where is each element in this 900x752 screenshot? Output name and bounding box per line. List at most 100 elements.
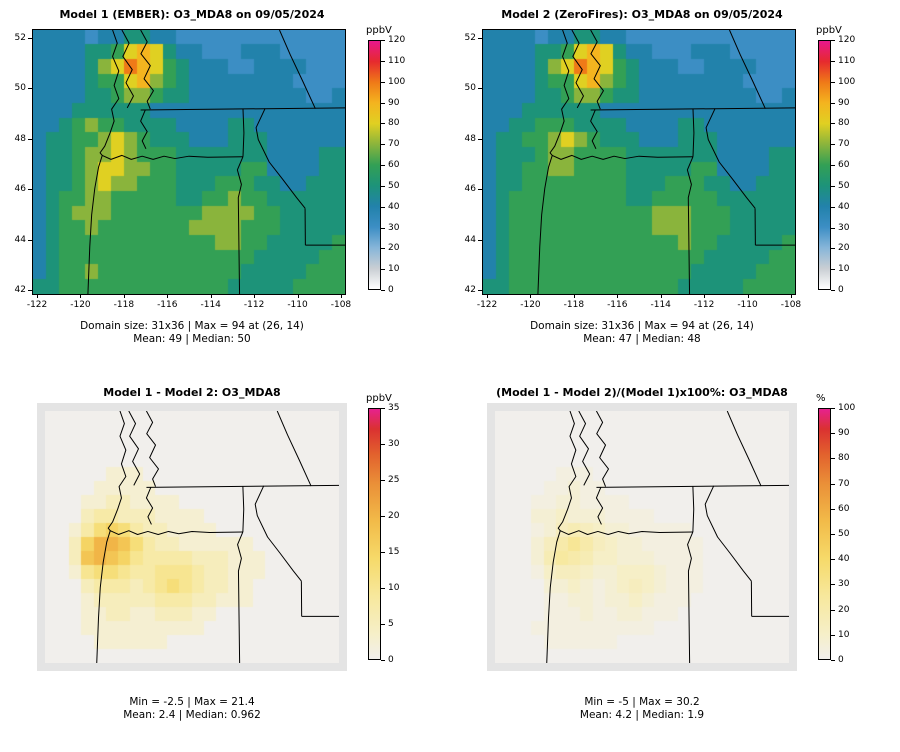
colorbar-tick-label: 50 (838, 529, 850, 539)
colorbar-tick-mark (381, 660, 385, 661)
panel-title: Model 1 (EMBER): O3_MDA8 on 09/05/2024 (59, 8, 325, 21)
colorbar-tick-label: 90 (838, 97, 850, 108)
y-tick-mark (28, 138, 32, 140)
panel-title: Model 1 - Model 2: O3_MDA8 (103, 386, 281, 399)
panel-percent-difference: (Model 1 - Model 2)/(Model 1)x100%: O3_M… (450, 376, 900, 752)
colorbar-tick-mark (831, 609, 835, 611)
colorbar-tick-mark (831, 60, 835, 62)
border-outline (255, 486, 301, 581)
colorbar-tick-mark (381, 290, 385, 291)
colorbar-tick-mark (381, 81, 385, 83)
border-outline (141, 30, 154, 109)
colorbar-tick-label: 0 (838, 655, 844, 665)
x-tick-mark (167, 294, 169, 298)
colorbar-tick-mark (831, 144, 835, 146)
colorbar-tick-mark (381, 588, 385, 589)
colorbar-tick-mark (831, 185, 835, 187)
x-tick-mark (530, 294, 532, 298)
y-tick-label: 46 (464, 184, 476, 195)
colorbar-unit-label: ppbV (816, 25, 842, 36)
x-tick-label: -120 (70, 300, 91, 310)
panel-caption: Min = -2.5 | Max = 21.4 Mean: 2.4 | Medi… (4, 696, 380, 722)
border-outline (146, 487, 152, 524)
y-tick-label: 44 (464, 234, 476, 245)
x-tick-label: -122 (26, 300, 48, 310)
panel-model1: Model 1 (EMBER): O3_MDA8 on 09/05/2024 -… (0, 0, 450, 376)
colorbar-tick-label: 70 (388, 139, 400, 150)
map-plot (32, 29, 346, 295)
colorbar-tick-mark (831, 534, 835, 535)
border-outline (591, 110, 598, 149)
colorbar-tick-mark (381, 102, 385, 104)
x-tick-mark (747, 294, 749, 298)
colorbar-tick-label: 60 (388, 160, 400, 170)
colorbar-tick-label: 20 (838, 604, 850, 615)
colorbar-gradient (818, 408, 831, 660)
colorbar-tick-label: 30 (388, 439, 400, 449)
colorbar-tick-label: 120 (838, 35, 856, 45)
colorbar-tick-mark (831, 408, 835, 409)
y-tick-label: 48 (14, 133, 26, 144)
colorbar-gradient (368, 408, 381, 660)
colorbar-tick-mark (831, 81, 835, 83)
x-tick-mark (340, 294, 342, 298)
caption-line2: Mean: 49 | Median: 50 (133, 333, 251, 345)
colorbar-tick-mark (831, 584, 835, 586)
colorbar: ppbV 0 10 20 30 40 50 60 70 80 90 100 110 120 (366, 25, 448, 295)
y-tick-mark (478, 189, 482, 191)
colorbar-tick-label: 10 (838, 629, 850, 640)
colorbar-tick-mark (381, 269, 385, 271)
panel-difference: Model 1 - Model 2: O3_MDA8 ppbV 0 5 10 15 20… (0, 376, 450, 752)
border-outline (243, 486, 244, 532)
colorbar-tick-label: 30 (388, 222, 400, 233)
x-tick-label: -112 (693, 300, 715, 310)
y-tick-mark (28, 88, 32, 90)
colorbar-tick-label: 90 (838, 428, 850, 439)
panel-caption: Domain size: 31x36 | Max = 94 at (26, 14… (454, 320, 830, 346)
colorbar-tick-label: 10 (838, 264, 850, 275)
colorbar-unit-label: % (816, 393, 826, 404)
x-tick-mark (790, 294, 792, 298)
y-tick-label: 50 (14, 83, 26, 94)
colorbar-tick-label: 20 (388, 511, 400, 521)
border-outline (688, 532, 693, 663)
heatmap-raster (483, 30, 795, 294)
panel-title: (Model 1 - Model 2)/(Model 1)x100%: O3_M… (496, 386, 788, 399)
x-tick-mark (210, 294, 212, 298)
colorbar-tick-label: 40 (388, 201, 400, 212)
border-outline (706, 108, 755, 208)
border-outline (122, 30, 134, 108)
colorbar-tick-label: 25 (388, 475, 400, 485)
panel-caption: Min = -5 | Max = 30.2 Mean: 4.2 | Median… (454, 696, 830, 722)
y-tick-mark (28, 290, 32, 292)
caption-line1: Domain size: 31x36 | Max = 94 at (26, 14… (80, 320, 304, 332)
colorbar-tick-label: 60 (838, 160, 850, 170)
colorbar-ticks: 0 5 10 15 20 25 30 35 (368, 403, 448, 665)
y-tick-label: 44 (14, 234, 26, 245)
x-tick-label: -120 (520, 300, 541, 310)
colorbar-tick-mark (381, 516, 385, 517)
map-outline-overlay (33, 30, 345, 294)
colorbar-tick-mark (831, 227, 835, 229)
colorbar-tick-label: 30 (838, 579, 850, 590)
colorbar-tick-mark (831, 634, 835, 636)
y-tick-mark (478, 239, 482, 241)
border-outline (596, 487, 602, 524)
heatmap-raster (45, 411, 339, 663)
border-outline (110, 531, 243, 535)
colorbar-tick-mark (381, 248, 385, 250)
border-outline (547, 411, 576, 663)
colorbar-tick-label: 50 (838, 180, 850, 191)
colorbar: ppbV 0 5 10 15 20 25 30 35 (366, 393, 448, 665)
colorbar: % 0 10 20 30 40 50 60 70 80 90 100 (816, 393, 898, 665)
colorbar-tick-label: 110 (388, 55, 406, 66)
y-tick-mark (28, 37, 32, 39)
colorbar-tick-mark (381, 624, 385, 625)
x-tick-mark (660, 294, 662, 298)
colorbar-tick-mark (831, 248, 835, 250)
x-tick-label: -116 (157, 300, 178, 310)
colorbar-tick-mark (381, 227, 385, 229)
border-outline (97, 411, 126, 663)
y-tick-mark (478, 37, 482, 39)
